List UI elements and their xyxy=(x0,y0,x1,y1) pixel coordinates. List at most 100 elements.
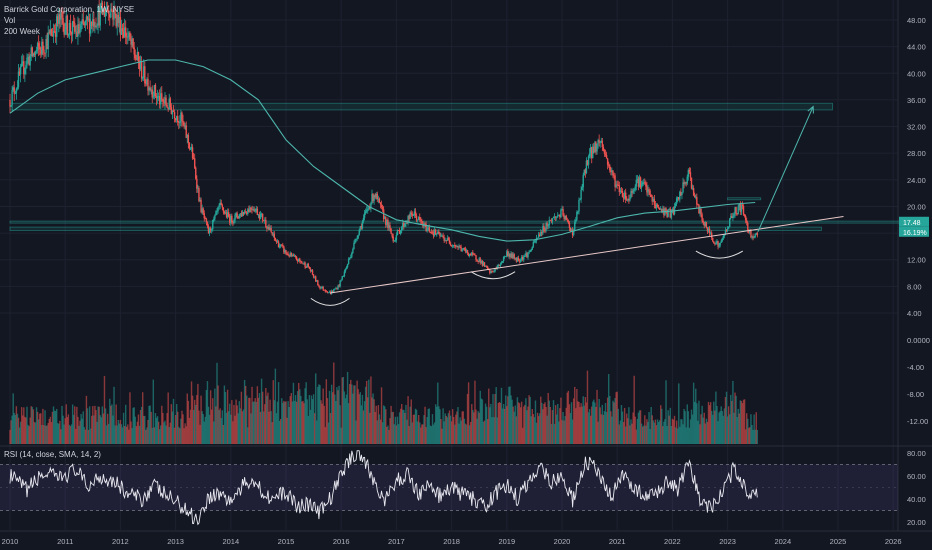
volume-bar xyxy=(82,411,84,444)
volume-bar xyxy=(256,386,259,444)
volume-bar xyxy=(305,382,307,444)
candle-body xyxy=(365,209,368,212)
candle-body xyxy=(184,125,186,127)
candle-body xyxy=(602,147,605,151)
candle-body xyxy=(666,211,668,217)
candle-body xyxy=(670,210,673,218)
volume-bar xyxy=(209,390,212,444)
volume-label[interactable]: Vol xyxy=(4,16,16,25)
candle-body xyxy=(601,140,604,148)
candle-body xyxy=(158,96,161,105)
volume-bar xyxy=(492,394,494,444)
volume-bar xyxy=(246,395,248,444)
candle-body xyxy=(147,79,149,91)
volume-bar xyxy=(574,386,576,444)
candle-body xyxy=(28,56,30,66)
candle-body xyxy=(381,206,384,210)
volume-bar xyxy=(447,413,450,444)
volume-bar xyxy=(70,424,73,444)
volume-bar xyxy=(281,398,283,444)
candle-body xyxy=(493,271,495,273)
candle-body xyxy=(574,222,576,231)
volume-bar xyxy=(476,418,478,444)
volume-bar xyxy=(561,420,563,444)
volume-bar xyxy=(398,412,401,444)
rsi-label[interactable]: RSI (14, close, SMA, 14, 2) xyxy=(4,450,101,459)
volume-bar xyxy=(687,411,690,444)
volume-bar xyxy=(162,412,164,444)
volume-bar xyxy=(610,411,612,444)
candle-body xyxy=(589,147,592,154)
candle-body xyxy=(572,230,575,236)
candle-body xyxy=(633,189,635,191)
volume-bar xyxy=(292,382,295,444)
volume-bar xyxy=(80,414,82,444)
volume-bar xyxy=(512,406,514,444)
volume-bar xyxy=(632,412,634,444)
candle-body xyxy=(629,197,631,201)
candle-body xyxy=(361,221,364,229)
candle-body xyxy=(737,206,739,215)
volume-bar xyxy=(164,420,166,444)
symbol-title[interactable]: Barrick Gold Corporation, 1W, NYSE xyxy=(4,5,135,14)
volume-bar xyxy=(742,399,745,444)
volume-bar xyxy=(89,428,92,444)
candle-body xyxy=(498,264,501,266)
candle-body xyxy=(74,23,76,32)
candle-body xyxy=(106,9,109,11)
volume-bar xyxy=(234,415,236,444)
volume-bar xyxy=(64,418,66,444)
candle-body xyxy=(684,182,686,184)
time-axis-label: 2020 xyxy=(554,537,571,546)
ma-label[interactable]: 200 Week xyxy=(4,27,40,36)
candle-body xyxy=(717,241,719,247)
candle-body xyxy=(474,254,476,256)
candle-body xyxy=(235,213,237,215)
volume-bar xyxy=(168,427,170,444)
candle-body xyxy=(175,116,178,121)
candle-body xyxy=(53,30,56,32)
volume-bar xyxy=(591,406,593,444)
rsi-axis-label: 40.00 xyxy=(907,495,926,504)
candle-body xyxy=(149,87,151,90)
volume-bar xyxy=(258,393,261,444)
candle-body xyxy=(56,16,58,37)
candle-body xyxy=(515,257,518,262)
candle-body xyxy=(558,215,560,217)
volume-bar xyxy=(218,410,220,444)
candle-body xyxy=(289,252,291,257)
candle-body xyxy=(285,250,287,254)
volume-bar xyxy=(518,403,521,444)
volume-bar xyxy=(459,417,461,444)
volume-bar xyxy=(116,425,118,444)
candle-body xyxy=(68,22,71,35)
candle-body xyxy=(700,208,702,215)
volume-bar xyxy=(183,428,185,444)
volume-bar xyxy=(682,424,684,444)
volume-bar xyxy=(23,407,25,444)
volume-bar xyxy=(333,362,335,444)
candle-body xyxy=(674,203,677,207)
volume-bar xyxy=(613,402,615,444)
candle-body xyxy=(661,209,663,212)
volume-bar xyxy=(671,418,674,444)
volume-bar xyxy=(372,393,374,444)
volume-bar xyxy=(683,409,685,444)
volume-bar xyxy=(721,411,723,444)
volume-bar xyxy=(106,413,109,444)
candle-body xyxy=(620,190,623,192)
volume-bar xyxy=(724,397,727,444)
volume-bar xyxy=(335,401,337,444)
volume-bar xyxy=(329,413,332,444)
volume-bar xyxy=(463,418,466,444)
volume-bar xyxy=(199,424,201,444)
candle-body xyxy=(62,18,64,24)
volume-bar xyxy=(464,423,467,444)
candle-body xyxy=(177,116,179,123)
candle-body xyxy=(49,29,52,34)
volume-bar xyxy=(629,425,631,444)
candle-body xyxy=(153,85,156,97)
volume-bar xyxy=(192,409,195,444)
time-axis-label: 2010 xyxy=(2,537,19,546)
